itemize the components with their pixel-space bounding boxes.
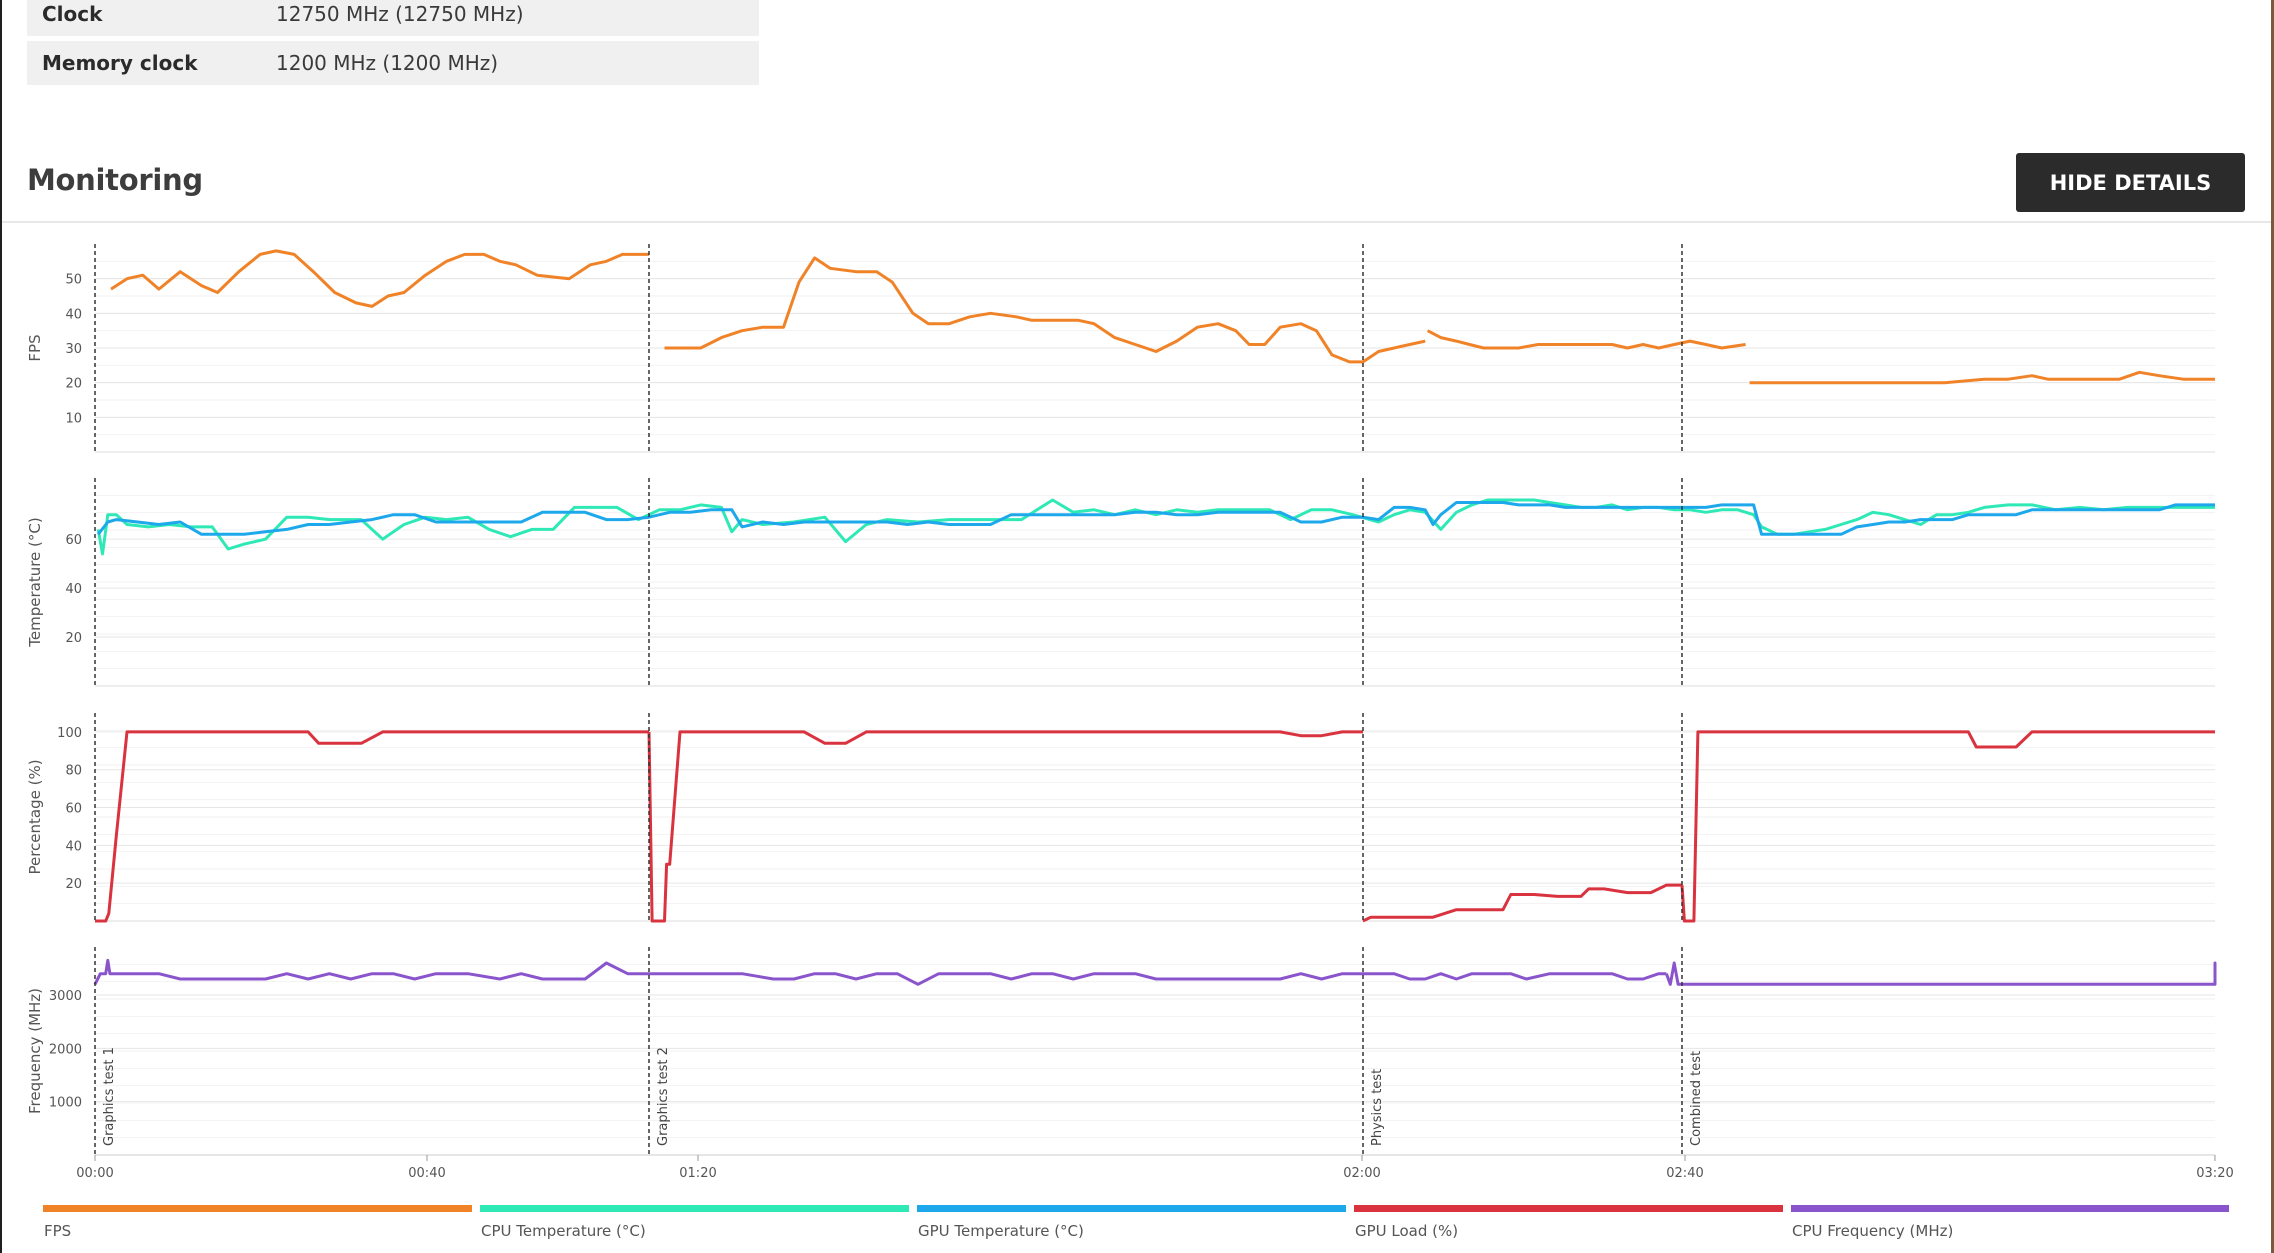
series-line <box>1362 883 1682 923</box>
legend-label-gpu-load: GPU Load (%) <box>1355 1222 1459 1240</box>
legend-item-cpu-frequency[interactable]: CPU Frequency (MHz) <box>1791 1205 2229 1247</box>
hide-details-button[interactable]: HIDE DETAILS <box>2016 153 2245 212</box>
legend-swatch-gpu-temperature <box>917 1205 1346 1212</box>
memory-clock-label: Memory clock <box>42 51 198 75</box>
legend-label-cpu-temperature: CPU Temperature (°C) <box>481 1222 646 1240</box>
panel-3: 20 40 60 80 100 Percentage (%) <box>26 713 2215 923</box>
window-frame-right <box>2271 0 2274 1253</box>
series-line <box>1426 329 1746 350</box>
series-line <box>1664 961 2215 986</box>
test-marker-label: Physics test <box>1370 1069 1385 1146</box>
y-tick-label: 10 <box>65 411 82 426</box>
x-tick-label: 00:40 <box>408 1166 445 1181</box>
y-tick-label: 1000 <box>49 1096 82 1111</box>
panel-4: 1000 2000 3000 Frequency (MHz) Graphics test… <box>26 947 2217 1156</box>
y-tick-label: 60 <box>65 533 82 548</box>
legend-label-fps: FPS <box>44 1222 72 1240</box>
x-tick-label: 03:20 <box>2196 1166 2233 1181</box>
legend-item-gpu-load[interactable]: GPU Load (%) <box>1354 1205 1783 1247</box>
x-tick-label: 02:40 <box>1666 1166 1703 1181</box>
clock-label: Clock <box>42 2 103 26</box>
y-tick-label: 3000 <box>49 989 82 1004</box>
clock-value: 12750 MHz (12750 MHz) <box>276 2 524 26</box>
y-tick-label: 40 <box>65 582 82 597</box>
y-tick-label: 20 <box>65 877 82 892</box>
section-divider <box>2 221 2271 223</box>
series-line <box>93 958 1667 986</box>
y-tick-label: 80 <box>65 764 82 779</box>
y-tick-label: 40 <box>65 307 82 322</box>
legend-swatch-fps <box>43 1205 472 1212</box>
y-tick-label: 2000 <box>49 1042 82 1057</box>
legend-item-fps[interactable]: FPS <box>43 1205 472 1247</box>
y-tick-label: 40 <box>65 839 82 854</box>
y-axis-label: FPS <box>26 334 44 361</box>
y-tick-label: 20 <box>65 631 82 646</box>
panel-1: 10 20 30 40 50 FPS <box>26 244 2215 453</box>
y-tick-label: 60 <box>65 802 82 817</box>
monitoring-chart: 10 20 30 40 50 FPS 20 40 60 Temperature (°C) 20 40 6… <box>26 244 2234 1181</box>
window-frame-left <box>0 0 2 1253</box>
test-marker-label: Graphics test 1 <box>102 1047 117 1146</box>
series-line <box>1749 370 2215 385</box>
series-line <box>96 498 2215 556</box>
y-tick-label: 30 <box>65 342 82 357</box>
legend-item-gpu-temperature[interactable]: GPU Temperature (°C) <box>917 1205 1346 1247</box>
y-axis-label: Temperature (°C) <box>26 517 44 647</box>
series-line <box>97 501 2215 536</box>
series-line <box>110 249 649 308</box>
series-line <box>1680 730 2215 923</box>
clock-row: Clock 12750 MHz (12750 MHz) <box>27 0 759 36</box>
x-tick-label: 00:00 <box>76 1166 113 1181</box>
x-axis: 00:00 00:40 01:20 02:00 02:40 03:20 <box>76 1154 2234 1181</box>
y-tick-label: 50 <box>65 273 82 288</box>
series-line <box>664 256 1426 364</box>
legend-swatch-cpu-temperature <box>480 1205 909 1212</box>
memory-clock-value: 1200 MHz (1200 MHz) <box>276 51 499 75</box>
test-marker-label: Combined test <box>1689 1051 1704 1146</box>
legend-label-gpu-temperature: GPU Temperature (°C) <box>918 1222 1084 1240</box>
y-axis-label: Percentage (%) <box>26 759 44 874</box>
legend-label-cpu-frequency: CPU Frequency (MHz) <box>1792 1222 1954 1240</box>
x-tick-label: 01:20 <box>679 1166 716 1181</box>
legend-swatch-cpu-frequency <box>1791 1205 2229 1212</box>
test-marker-label: Graphics test 2 <box>656 1047 671 1146</box>
memory-clock-row: Memory clock 1200 MHz (1200 MHz) <box>27 41 759 85</box>
legend-swatch-gpu-load <box>1354 1205 1783 1212</box>
legend-item-cpu-temperature[interactable]: CPU Temperature (°C) <box>480 1205 909 1247</box>
series-line <box>647 730 1363 923</box>
x-tick-label: 02:00 <box>1343 1166 1380 1181</box>
y-tick-label: 100 <box>57 726 82 741</box>
series-line <box>95 730 649 923</box>
panel-2: 20 40 60 Temperature (°C) <box>26 478 2215 687</box>
monitoring-title: Monitoring <box>27 163 203 197</box>
y-tick-label: 20 <box>65 377 82 392</box>
y-axis-label: Frequency (MHz) <box>26 988 44 1114</box>
